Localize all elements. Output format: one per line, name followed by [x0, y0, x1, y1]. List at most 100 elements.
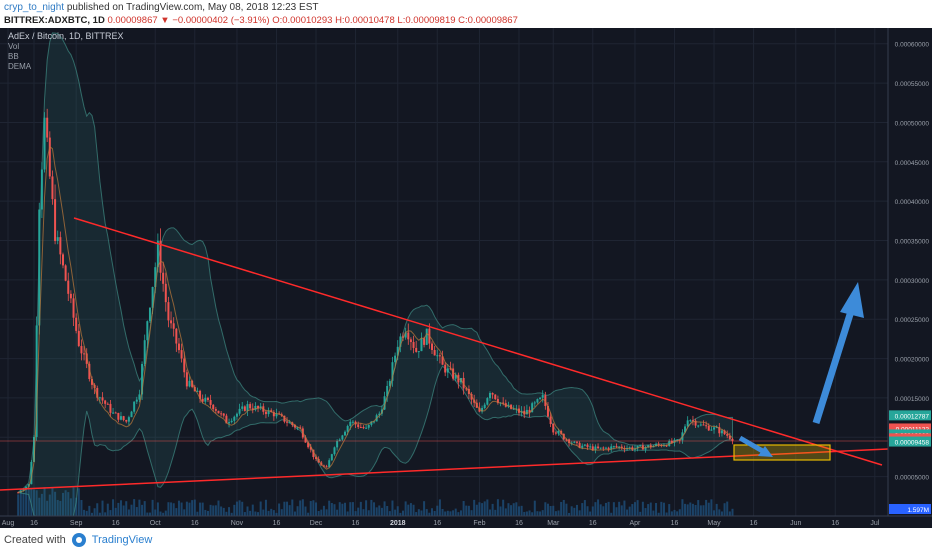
small-arrow-icon[interactable]	[738, 435, 773, 457]
candle-body	[156, 240, 159, 268]
candle	[365, 424, 368, 430]
candle-body	[618, 446, 621, 448]
volume-bar	[459, 510, 462, 516]
volume-bar	[59, 500, 62, 516]
candle	[546, 401, 549, 418]
volume-bar	[17, 494, 20, 516]
candle	[69, 290, 72, 304]
descending-trendline[interactable]	[73, 217, 883, 466]
volume-bar	[454, 508, 457, 516]
candle	[254, 402, 257, 412]
candle-body	[676, 439, 679, 441]
candle-body	[69, 293, 72, 299]
candle-body	[486, 398, 489, 405]
candle-body	[494, 394, 497, 400]
tradingview-link[interactable]: TradingView	[91, 534, 153, 546]
y-tick-label: 0.00055000	[895, 81, 930, 88]
volume-bar	[597, 499, 600, 516]
volume-bar	[523, 511, 526, 516]
candle-body	[383, 396, 386, 410]
candle	[454, 372, 457, 382]
price-chart[interactable]: 0.000050000.000100000.000150000.00020000…	[0, 28, 932, 528]
volume-bar	[583, 500, 586, 516]
volume-bar	[610, 512, 613, 516]
candle	[649, 443, 652, 450]
candle	[167, 296, 170, 328]
volume-bar	[586, 506, 589, 516]
candle	[446, 364, 449, 379]
volume-bar	[307, 512, 310, 516]
candle-body	[90, 379, 93, 385]
volume-bar	[684, 503, 687, 516]
candle-body	[444, 364, 447, 373]
volume-bar	[143, 501, 146, 516]
candle	[436, 349, 439, 361]
volume-bar	[32, 489, 35, 516]
candle-body	[138, 394, 141, 400]
volume-bar	[262, 509, 265, 516]
volume-bar	[449, 511, 452, 516]
candle-body	[272, 412, 275, 417]
volume-bar	[225, 511, 228, 516]
breakout-arrow-icon[interactable]	[812, 282, 864, 425]
candle	[64, 264, 67, 282]
x-tick-label: Feb	[473, 520, 485, 527]
candle	[241, 402, 244, 412]
candle-body	[167, 302, 170, 321]
ascending-trendline[interactable]	[0, 448, 889, 491]
candle-body	[328, 460, 331, 468]
volume-bar	[286, 501, 289, 516]
candle-body	[222, 413, 225, 416]
volume-bar	[35, 490, 38, 516]
candle	[267, 407, 270, 417]
volume-bar	[478, 502, 481, 516]
volume-bar	[633, 502, 636, 516]
price-tag-bg	[889, 410, 931, 421]
candle-body	[80, 346, 83, 354]
candle-body	[85, 353, 88, 364]
volume-bar	[204, 509, 207, 516]
candle-body	[528, 409, 531, 413]
candle	[172, 317, 175, 337]
candle-body	[591, 446, 594, 451]
volume-bar	[96, 503, 99, 516]
author-link[interactable]: cryp_to_night	[4, 2, 65, 13]
candle-body	[370, 421, 373, 425]
candle	[728, 432, 731, 441]
candle	[636, 445, 639, 452]
candle	[604, 446, 607, 449]
candle	[233, 415, 236, 425]
volume-bar	[699, 505, 702, 516]
volume-bar	[109, 510, 112, 516]
candle-body	[525, 409, 528, 415]
candle	[228, 418, 231, 428]
candle	[412, 335, 415, 354]
candle	[177, 337, 180, 354]
candle-body	[238, 408, 241, 414]
candle-body	[409, 339, 412, 343]
candle	[67, 272, 70, 302]
volume-bar	[322, 505, 325, 516]
candle	[694, 418, 697, 429]
candle-body	[286, 421, 289, 423]
x-tick-label: 16	[191, 520, 199, 527]
volume-bar	[354, 511, 357, 516]
volume-bar	[517, 506, 520, 516]
volume-bar	[473, 499, 476, 516]
x-tick-label: 16	[671, 520, 679, 527]
candle-body	[686, 420, 689, 427]
x-tick-label: Jun	[790, 520, 801, 527]
volume-bar	[428, 512, 431, 516]
volume-bar	[336, 509, 339, 516]
time-axis[interactable]	[0, 515, 932, 528]
volume-bar	[344, 502, 347, 516]
candle-body	[415, 347, 418, 352]
symbol-info: BITTREX:ADXBTC, 1D 0.00009867 ▼ −0.00000…	[4, 15, 518, 26]
candle	[552, 423, 555, 436]
target-box[interactable]	[733, 444, 831, 461]
x-tick-label: 16	[112, 520, 120, 527]
volume-bar	[604, 502, 607, 516]
volume-bar	[230, 512, 233, 516]
candle-body	[546, 406, 549, 417]
candle-body	[346, 426, 349, 432]
